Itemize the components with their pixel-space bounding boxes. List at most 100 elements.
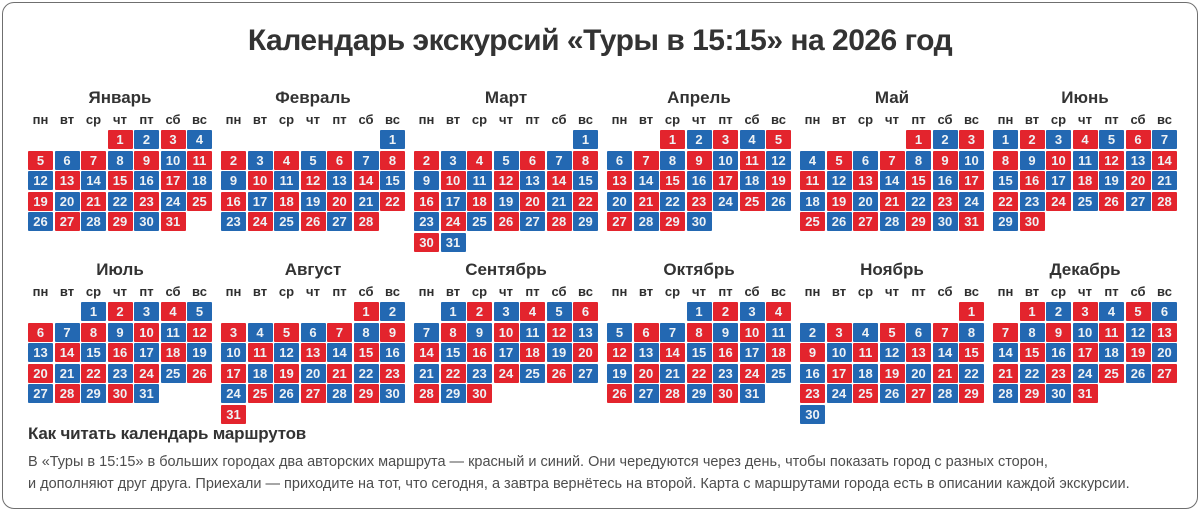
day-cell: 7 — [414, 322, 439, 342]
day-cell: 22 — [660, 191, 685, 211]
day-cell: 8 — [81, 322, 106, 342]
day-cell: 11 — [853, 343, 878, 362]
legend-line-2: и дополняют друг друга. Приехали — прихо… — [28, 476, 1130, 493]
day-cell: 30 — [380, 384, 405, 403]
day-cell: 27 — [633, 384, 659, 403]
day-cell: 15 — [440, 343, 466, 362]
day-cell: 29 — [81, 384, 106, 403]
day-cell: 13 — [906, 343, 931, 362]
day-cell: 2 — [1046, 302, 1071, 321]
day-cell: 28 — [633, 212, 659, 231]
day-cell: 24 — [160, 191, 186, 211]
day-cell: 12 — [1125, 322, 1151, 342]
weekday-label: вс — [771, 112, 786, 127]
month-name: Июнь — [1061, 88, 1109, 107]
day-cell: 1 — [993, 130, 1018, 149]
day-cell: 15 — [353, 343, 379, 362]
empty-cell — [906, 302, 931, 321]
day-cell: 1 — [440, 302, 466, 321]
day-cell: 14 — [1152, 150, 1177, 170]
day-grid: 1 2 3 4 5 6 7 8 9 10 11 12 13 14 15 16 17 18 19 20 21 22 23 24 2… — [993, 302, 1177, 403]
weekday-label: вт — [831, 284, 847, 299]
month-name: Март — [484, 88, 528, 107]
day-cell: 30 — [686, 212, 712, 231]
day-cell: 3 — [1072, 302, 1098, 321]
empty-cell — [81, 130, 106, 149]
day-cell: 8 — [1019, 322, 1045, 342]
day-cell: 26 — [1125, 363, 1151, 383]
day-cell: 23 — [1046, 363, 1071, 383]
day-cell: 12 — [274, 343, 299, 362]
day-cell: 6 — [906, 322, 931, 342]
day-cell: 9 — [1019, 150, 1045, 170]
day-cell: 20 — [633, 363, 659, 383]
day-cell: 23 — [932, 191, 958, 211]
day-cell: 31 — [134, 384, 159, 403]
day-cell: 19 — [1099, 171, 1124, 190]
weekday-label: ср — [857, 284, 874, 299]
day-cell: 18 — [247, 363, 273, 383]
weekday-label: пт — [1104, 284, 1119, 299]
day-cell: 30 — [800, 404, 825, 424]
day-cell: 6 — [300, 322, 326, 342]
day-cell: 15 — [906, 171, 931, 190]
weekday-label: сб — [744, 112, 760, 127]
day-cell: 17 — [1072, 343, 1098, 362]
weekday-label: ср — [278, 284, 295, 299]
empty-cell — [853, 130, 878, 149]
day-cell: 23 — [467, 363, 492, 383]
day-cell: 4 — [1072, 130, 1098, 149]
day-cell: 21 — [660, 363, 685, 383]
empty-cell — [414, 130, 439, 149]
day-cell: 21 — [81, 191, 106, 211]
page-title: Календарь экскурсий «Туры в 15:15» на 20… — [247, 24, 953, 57]
day-cell: 8 — [440, 322, 466, 342]
day-cell: 12 — [607, 343, 632, 362]
weekday-label: сб — [165, 284, 181, 299]
empty-cell — [301, 130, 326, 149]
weekday-header: пн вт ср чт пт сб вс — [414, 112, 598, 128]
month-10: Октябрь пн вт ср чт пт сб вс 1 2 3 4 5 6 7 8 9 10 11 12 13 14… — [607, 260, 791, 424]
day-grid: 1 2 3 4 5 6 7 8 9 10 11 12 13 14 15 16 17 18 19 20 21 22 23 24 2… — [607, 302, 791, 403]
month-name: Ноябрь — [860, 260, 924, 279]
empty-cell — [327, 302, 352, 321]
day-cell: 27 — [607, 212, 632, 231]
day-cell: 17 — [440, 191, 466, 211]
day-cell: 8 — [906, 150, 931, 170]
day-cell: 8 — [107, 150, 133, 170]
months-grid-top: Январь пн вт ср чт пт сб вс 1 2 3 4 5 6 7 8 9 10 11 12 13 14 1… — [28, 88, 1177, 252]
day-cell: 26 — [28, 212, 53, 231]
weekday-label: вс — [578, 284, 593, 299]
day-cell: 7 — [81, 150, 106, 170]
day-cell: 19 — [766, 171, 791, 190]
day-cell: 25 — [1072, 191, 1098, 211]
day-cell: 15 — [1019, 343, 1045, 362]
day-cell: 30 — [467, 384, 492, 403]
weekday-label: вс — [964, 284, 979, 299]
weekday-label: пт — [911, 284, 926, 299]
day-cell: 3 — [160, 130, 186, 149]
month-3: Март пн вт ср чт пт сб вс 1 2 3 4 5 6 7 8 9 10 11 12 13 14 15 1… — [414, 88, 598, 252]
day-cell: 14 — [54, 343, 80, 362]
empty-cell — [28, 130, 53, 149]
day-cell: 28 — [54, 384, 80, 403]
legend-text: В «Туры в 15:15» в больших городах два а… — [28, 451, 1176, 496]
day-cell: 26 — [300, 212, 326, 231]
weekday-label: вс — [192, 112, 207, 127]
weekday-label: ср — [1050, 112, 1067, 127]
day-cell: 24 — [959, 191, 984, 211]
day-cell: 1 — [660, 130, 685, 149]
day-cell: 14 — [546, 171, 572, 190]
day-cell: 15 — [660, 171, 685, 190]
day-cell: 1 — [107, 130, 133, 149]
empty-cell — [547, 130, 572, 149]
day-grid: 1 2 3 4 5 6 7 8 9 10 11 12 13 14 15 16 17 18 19 20 21 22 23 24 2… — [414, 130, 598, 252]
weekday-label: вс — [578, 112, 593, 127]
day-cell: 6 — [1125, 130, 1151, 149]
weekday-label: чт — [692, 284, 706, 299]
weekday-header: пн вт ср чт пт сб вс — [607, 112, 791, 128]
weekday-label: пн — [804, 284, 821, 299]
day-cell: 9 — [467, 322, 492, 342]
empty-cell — [221, 130, 246, 149]
month-name: Октябрь — [663, 260, 735, 279]
